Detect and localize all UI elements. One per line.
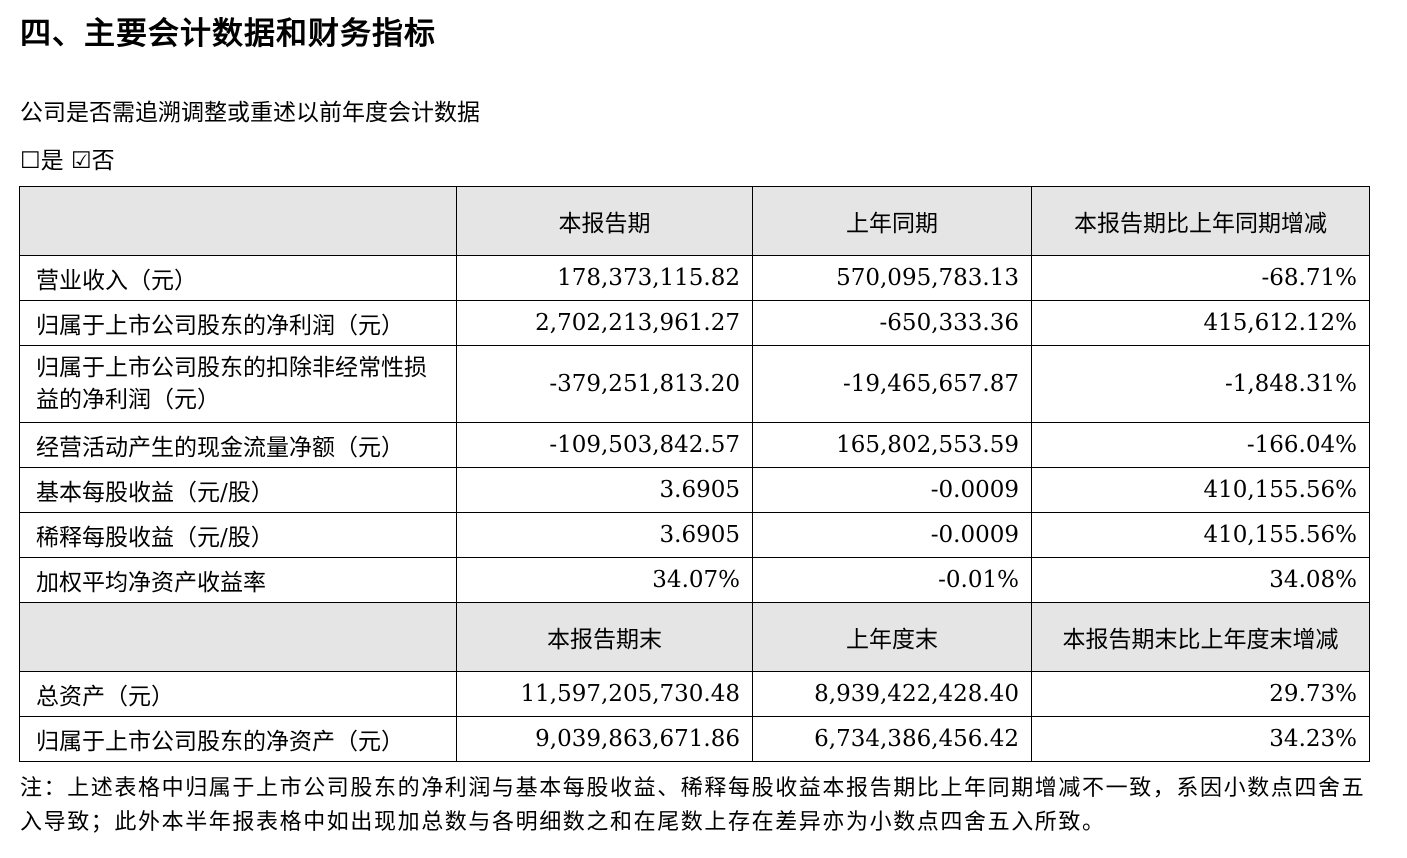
header-cell [19, 602, 457, 672]
value-cell: 29.73% [1031, 671, 1370, 717]
value-cell: 165,802,553.59 [752, 422, 1032, 468]
table-footnote: 注：上述表格中归属于上市公司股东的净利润与基本每股收益、稀释每股收益本报告期比上… [20, 776, 1366, 835]
section-heading: 四、主要会计数据和财务指标 [20, 16, 436, 52]
table-row: 加权平均净资产收益率 34.07% -0.01% 34.08% [19, 557, 1370, 603]
value-cell: 410,155.56% [1031, 467, 1370, 513]
row-label: 归属于上市公司股东的扣除非经常性损益的净利润（元） [19, 345, 457, 423]
row-label: 加权平均净资产收益率 [19, 557, 457, 603]
table-row: 归属于上市公司股东的净资产（元） 9,039,863,671.86 6,734,… [19, 716, 1370, 762]
value-cell: 570,095,783.13 [752, 255, 1032, 301]
table-header-row: 本报告期 上年同期 本报告期比上年同期增减 [19, 186, 1370, 256]
restatement-options: ☐是 ☑否 [20, 141, 115, 175]
no-label: 否 [91, 148, 115, 174]
value-cell: 415,612.12% [1031, 300, 1370, 346]
value-cell: 8,939,422,428.40 [752, 671, 1032, 717]
header-cell: 上年度末 [752, 602, 1032, 672]
row-label: 归属于上市公司股东的净利润（元） [19, 300, 457, 346]
value-cell: -379,251,813.20 [456, 345, 753, 423]
row-label: 营业收入（元） [19, 255, 457, 301]
restatement-question: 公司是否需追溯调整或重述以前年度会计数据 [20, 100, 480, 126]
header-cell: 本报告期末比上年度末增减 [1031, 602, 1370, 672]
table-row: 归属于上市公司股东的净利润（元） 2,702,213,961.27 -650,3… [19, 300, 1370, 346]
header-cell: 本报告期 [456, 186, 753, 256]
value-cell: 34.07% [456, 557, 753, 603]
header-cell [19, 186, 457, 256]
table-row: 稀释每股收益（元/股） 3.6905 -0.0009 410,155.56% [19, 512, 1370, 558]
value-cell: -166.04% [1031, 422, 1370, 468]
value-cell: 410,155.56% [1031, 512, 1370, 558]
row-label: 稀释每股收益（元/股） [19, 512, 457, 558]
header-cell: 本报告期末 [456, 602, 753, 672]
header-cell: 上年同期 [752, 186, 1032, 256]
value-cell: -0.0009 [752, 467, 1032, 513]
table-row: 经营活动产生的现金流量净额（元） -109,503,842.57 165,802… [19, 422, 1370, 468]
value-cell: 3.6905 [456, 512, 753, 558]
value-cell: 6,734,386,456.42 [752, 716, 1032, 762]
value-cell: -68.71% [1031, 255, 1370, 301]
value-cell: -0.01% [752, 557, 1032, 603]
yes-checkbox: ☐ [20, 148, 41, 174]
value-cell: 2,702,213,961.27 [456, 300, 753, 346]
table-row: 营业收入（元） 178,373,115.82 570,095,783.13 -6… [19, 255, 1370, 301]
row-label: 经营活动产生的现金流量净额（元） [19, 422, 457, 468]
value-cell: 178,373,115.82 [456, 255, 753, 301]
value-cell: -109,503,842.57 [456, 422, 753, 468]
table-row: 归属于上市公司股东的扣除非经常性损益的净利润（元） -379,251,813.2… [19, 345, 1370, 423]
value-cell: 34.08% [1031, 557, 1370, 603]
table-header-row: 本报告期末 上年度末 本报告期末比上年度末增减 [19, 602, 1370, 672]
yes-label: 是 [40, 148, 64, 174]
value-cell: -1,848.31% [1031, 345, 1370, 423]
row-label: 基本每股收益（元/股） [19, 467, 457, 513]
financial-indicators-table: 本报告期 上年同期 本报告期比上年同期增减 营业收入（元） 178,373,11… [19, 186, 1370, 762]
value-cell: 34.23% [1031, 716, 1370, 762]
value-cell: 9,039,863,671.86 [456, 716, 753, 762]
value-cell: 3.6905 [456, 467, 753, 513]
no-checkbox: ☑ [70, 148, 92, 174]
header-cell: 本报告期比上年同期增减 [1031, 186, 1370, 256]
value-cell: 11,597,205,730.48 [456, 671, 753, 717]
row-label: 总资产（元） [19, 671, 457, 717]
table-row: 基本每股收益（元/股） 3.6905 -0.0009 410,155.56% [19, 467, 1370, 513]
value-cell: -19,465,657.87 [752, 345, 1032, 423]
row-label: 归属于上市公司股东的净资产（元） [19, 716, 457, 762]
value-cell: -650,333.36 [752, 300, 1032, 346]
value-cell: -0.0009 [752, 512, 1032, 558]
table-row: 总资产（元） 11,597,205,730.48 8,939,422,428.4… [19, 671, 1370, 717]
